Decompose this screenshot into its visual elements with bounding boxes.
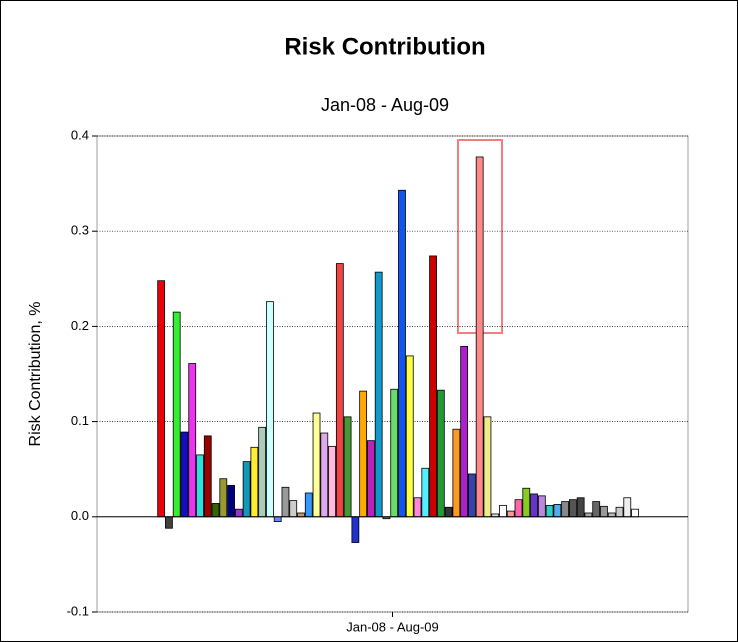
y-tick-label: 0.3 [71,223,89,238]
bar [592,501,601,518]
bar [623,497,632,518]
bar [429,255,437,518]
bar [250,446,259,518]
y-tick-label: 0.2 [71,318,89,333]
bar [514,499,523,518]
bar [219,478,228,518]
y-axis-label: Risk Contribution, % [27,302,44,447]
bar [468,473,476,518]
y-tick-label: 0.0 [71,508,89,523]
bar [506,510,515,518]
bar [165,516,173,529]
bar [242,461,251,518]
bar [227,484,235,518]
y-tick-label: 0.1 [71,413,89,428]
bar [475,156,484,518]
bar [444,506,453,518]
bar [436,389,445,518]
bar [281,486,290,518]
bar [398,189,406,518]
bar [421,467,430,518]
chart-subtitle: Jan-08 - Aug-09 [321,95,449,115]
bar [359,390,368,518]
bar [367,440,375,518]
bar [561,501,570,518]
bar [335,263,344,518]
bar [343,416,352,518]
bar [522,487,531,518]
bar [203,435,212,518]
chart-title: Risk Contribution [284,33,485,60]
bar [390,388,399,518]
bar [615,506,624,518]
bar [545,504,554,518]
bar [351,516,360,543]
bar [405,355,414,518]
bar [600,505,608,518]
bar [273,516,282,522]
bar [320,432,329,518]
y-tick-label: -0.1 [67,603,89,618]
bar [180,431,189,518]
bar [569,499,577,518]
bar [452,428,461,518]
bar [289,500,298,518]
bar [266,301,274,518]
bar [258,426,267,518]
bar [172,311,181,518]
bar [483,416,492,518]
bar [499,504,507,518]
bar [312,412,321,518]
x-tick-label: Jan-08 - Aug-09 [346,619,439,634]
bar [553,504,562,518]
bar [576,497,585,518]
y-tick-label: 0.4 [71,127,89,142]
bar [234,508,243,518]
bar [631,508,639,518]
bar [374,271,383,518]
bar [413,497,422,518]
bar [196,454,204,518]
bar [304,492,313,518]
bar [584,512,593,518]
bar [530,493,538,518]
bar [211,503,220,518]
bar [157,280,166,518]
bar [188,363,197,518]
bar [297,512,305,518]
bar [537,495,546,518]
bar [328,445,336,518]
bar [607,512,616,518]
bar [460,345,469,518]
